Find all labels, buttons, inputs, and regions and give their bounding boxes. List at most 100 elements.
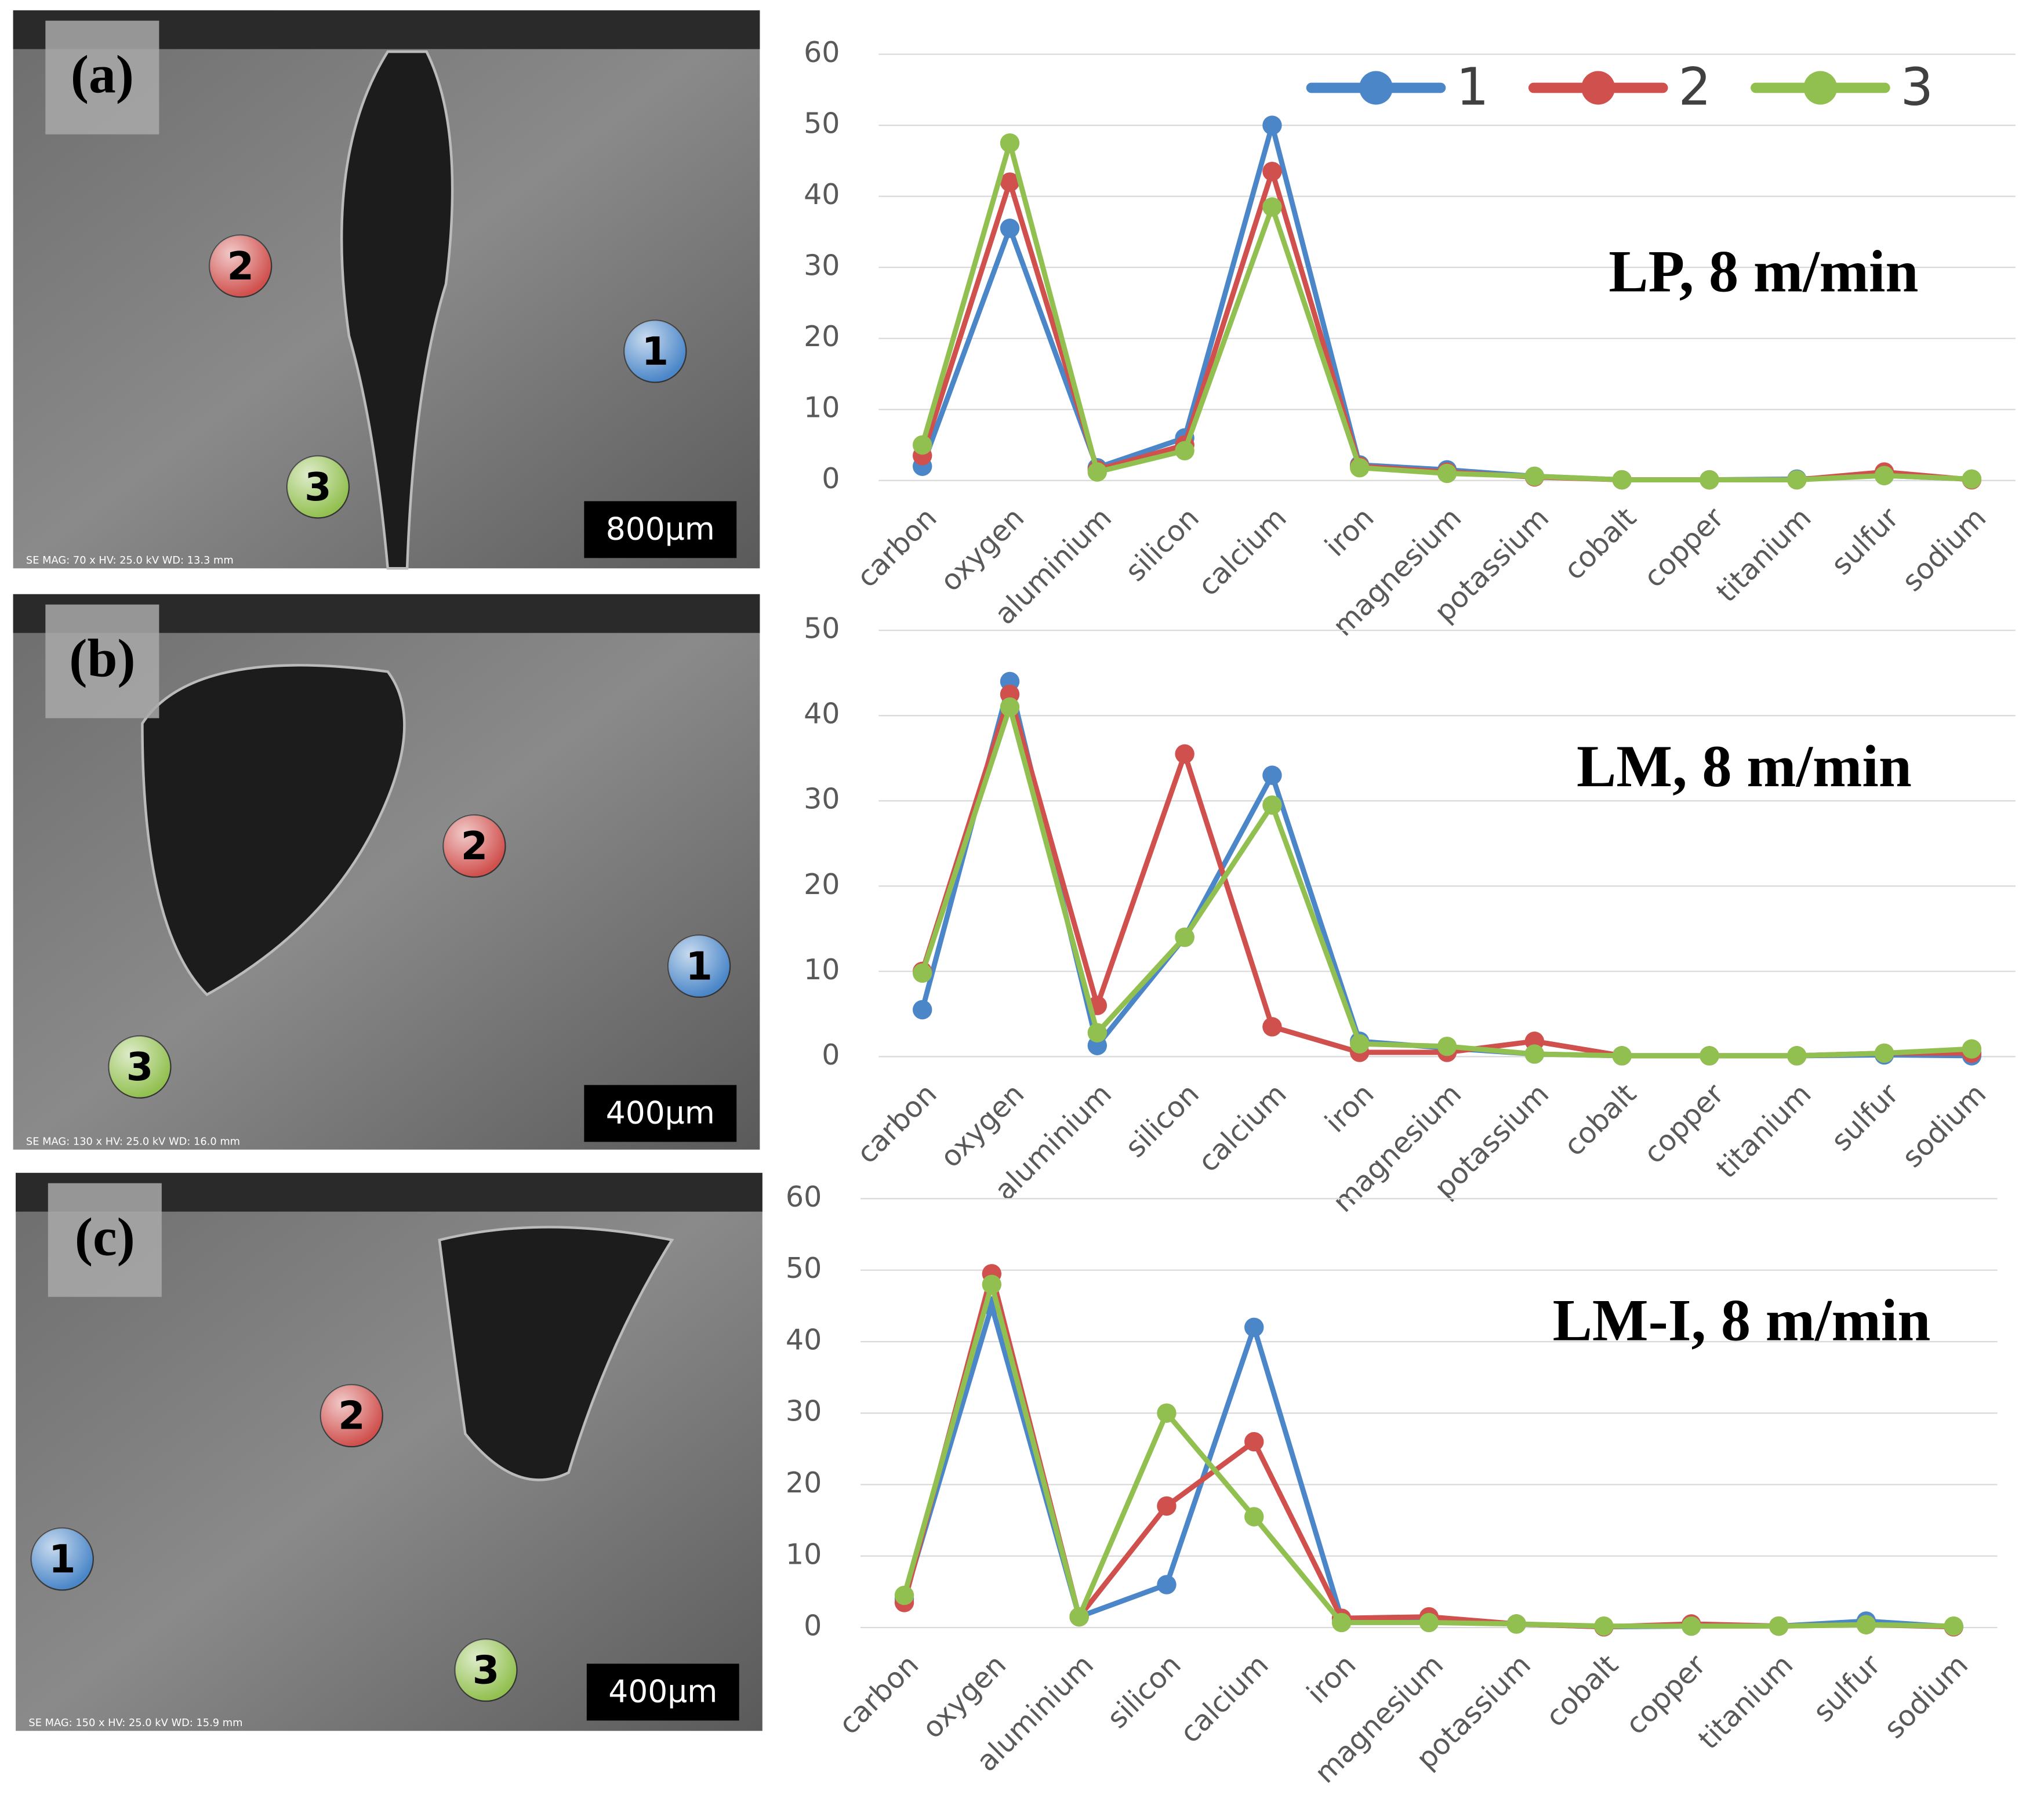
- y-tick-label: 60: [804, 36, 840, 69]
- point-marker-label: 2: [461, 823, 488, 869]
- data-point: [1506, 1614, 1526, 1634]
- data-point: [894, 1585, 914, 1605]
- data-point: [1175, 441, 1194, 460]
- x-tick-label: sodium: [1896, 1077, 1992, 1174]
- y-tick-label: 10: [804, 391, 840, 424]
- legend-label: 2: [1678, 57, 1711, 117]
- y-tick-label: 10: [804, 953, 840, 986]
- point-marker-shine: [624, 320, 687, 383]
- data-point: [1262, 162, 1282, 181]
- x-tick-label: iron: [1319, 501, 1381, 563]
- panel-label: (b): [69, 629, 135, 689]
- data-point: [1437, 463, 1457, 484]
- data-point: [1262, 197, 1282, 217]
- chart-annotation: LP, 8 m/min: [1609, 239, 1918, 304]
- legend-swatch-dot: [1581, 71, 1615, 105]
- y-tick-label: 0: [822, 1038, 840, 1071]
- point-marker-label: 2: [338, 1393, 365, 1438]
- point-marker-shine: [443, 815, 506, 877]
- data-point: [1962, 469, 1982, 489]
- data-point: [1350, 1034, 1370, 1054]
- x-tick-label: carbon: [851, 501, 943, 594]
- data-point: [1437, 1037, 1457, 1056]
- data-point: [1682, 1616, 1701, 1636]
- scale-bar-label: 400μm: [606, 1094, 715, 1131]
- point-marker-label: 1: [642, 329, 669, 374]
- x-tick-label: titanium: [1710, 501, 1818, 609]
- data-point: [1787, 1046, 1807, 1066]
- sem-crack: [438, 1226, 674, 1481]
- data-point: [1244, 1432, 1264, 1452]
- point-marker-label: 3: [126, 1044, 154, 1089]
- chart-annotation: LM, 8 m/min: [1577, 734, 1912, 800]
- y-tick-label: 30: [786, 1395, 822, 1428]
- data-point: [1594, 1616, 1614, 1636]
- data-point: [1856, 1615, 1876, 1634]
- data-point: [1175, 927, 1194, 947]
- x-tick-label: iron: [1301, 1648, 1363, 1710]
- scale-bar-box: [584, 1085, 737, 1142]
- scale-bar-label: 800μm: [606, 510, 715, 547]
- y-tick-label: 20: [804, 868, 840, 901]
- data-point: [1700, 470, 1719, 490]
- data-point: [1874, 1043, 1894, 1063]
- point-marker-label: 3: [304, 464, 332, 510]
- panel-label: (a): [71, 45, 134, 105]
- panel-label-box: [45, 20, 159, 135]
- data-point: [913, 435, 932, 455]
- sem-crack: [340, 50, 454, 570]
- data-point: [1262, 1017, 1282, 1037]
- x-tick-label: sulfur: [1807, 1648, 1887, 1728]
- legend-label: 3: [1901, 57, 1934, 117]
- scale-bar-box: [586, 1663, 739, 1721]
- y-tick-label: 50: [786, 1252, 822, 1285]
- point-marker-label: 3: [473, 1648, 500, 1693]
- data-point: [1962, 1039, 1982, 1059]
- data-point: [1262, 765, 1282, 785]
- data-point: [1700, 1046, 1719, 1066]
- x-tick-label: sulfur: [1825, 501, 1905, 582]
- x-tick-label: sodium: [1878, 1648, 1974, 1745]
- point-marker-shine: [286, 456, 349, 518]
- legend-swatch-dot: [1359, 71, 1393, 105]
- series-line: [902, 1303, 1954, 1630]
- x-tick-label: sodium: [1896, 501, 1992, 598]
- sem-info: SE MAG: 130 x HV: 25.0 kV WD: 16.0 mm: [26, 1135, 240, 1147]
- point-marker-label: 1: [49, 1536, 75, 1582]
- data-point: [1000, 172, 1020, 192]
- legend-swatch-dot: [1803, 71, 1838, 105]
- x-tick-label: iron: [1319, 1077, 1381, 1139]
- data-point: [1244, 1317, 1264, 1338]
- y-tick-label: 60: [786, 1180, 822, 1214]
- data-point: [1000, 133, 1020, 153]
- y-tick-label: 40: [804, 698, 840, 731]
- y-tick-label: 40: [804, 178, 840, 211]
- scale-bar-label: 400μm: [608, 1673, 717, 1709]
- panel-label-box: [48, 1183, 162, 1297]
- sem-crack: [141, 664, 406, 997]
- y-tick-label: 0: [804, 1610, 822, 1643]
- sem-info: SE MAG: 150 x HV: 25.0 kV WD: 15.9 mm: [28, 1717, 242, 1729]
- data-point: [1262, 795, 1282, 815]
- point-marker-label: 2: [227, 244, 254, 289]
- data-point: [1000, 697, 1020, 717]
- x-tick-label: carbon: [832, 1648, 925, 1741]
- y-tick-label: 30: [804, 249, 840, 282]
- data-point: [1000, 219, 1020, 238]
- data-point: [913, 963, 932, 983]
- data-point: [1157, 1403, 1177, 1423]
- x-tick-label: cobalt: [1540, 1648, 1625, 1734]
- data-point: [1157, 1496, 1177, 1516]
- point-marker-label: 1: [685, 943, 713, 989]
- y-tick-label: 10: [786, 1538, 822, 1571]
- x-tick-label: calcium: [1174, 1648, 1275, 1750]
- data-point: [1262, 115, 1282, 135]
- y-tick-label: 20: [786, 1466, 822, 1499]
- chart-annotation: LM-I, 8 m/min: [1553, 1288, 1931, 1353]
- data-point: [982, 1274, 1002, 1295]
- x-tick-label: calcium: [1192, 501, 1293, 602]
- data-point: [1087, 1023, 1108, 1042]
- legend-label: 1: [1456, 57, 1489, 117]
